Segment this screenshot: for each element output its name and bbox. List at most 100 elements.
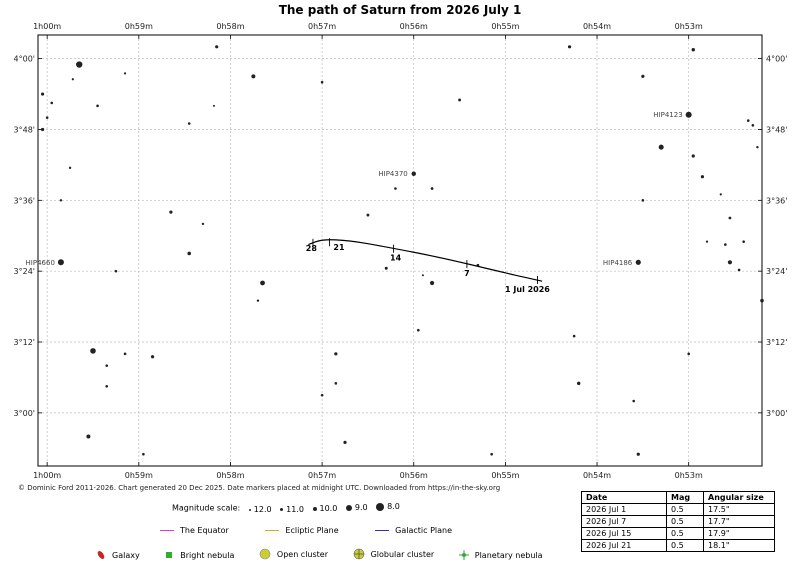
star [384, 266, 388, 270]
x-tick-label-top: 0h56m [400, 22, 428, 31]
table-row: 2026 Jul 15 0.5 17.9" [581, 527, 775, 540]
y-tick-label-left: 3°24' [14, 267, 35, 276]
line-legend: The Equator Ecliptic Plane Galactic Plan… [160, 524, 486, 535]
star [90, 348, 96, 354]
named-star [635, 259, 641, 265]
y-tick-label-right: 3°36' [766, 196, 787, 205]
star [76, 61, 83, 68]
star [727, 260, 733, 265]
table-header-date: Date [581, 491, 667, 504]
table-row: 2026 Jul 7 0.5 17.7" [581, 515, 775, 528]
sky-chart: The path of Saturn from 2026 July 1 1h00… [14, 3, 788, 480]
x-tick-label-bottom: 0h55m [491, 471, 519, 480]
star [251, 74, 256, 79]
x-tick-label-bottom: 0h58m [216, 471, 244, 480]
star [187, 251, 192, 256]
chart-title: The path of Saturn from 2026 July 1 [279, 3, 522, 17]
table-cell: 2026 Jul 7 [581, 515, 667, 528]
mag-item-2: 10.0 [312, 504, 337, 513]
star [577, 381, 581, 386]
table-cell: 0.5 [666, 503, 704, 516]
star [212, 104, 215, 107]
star [260, 280, 265, 286]
star [50, 101, 54, 105]
saturn-path: 28 21 14 7 1 Jul 2026 [306, 238, 550, 294]
x-tick-label-bottom: 1h00m [33, 471, 61, 480]
y-tick-label-right: 3°24' [766, 267, 787, 276]
table-row: 2026 Jul 21 0.5 18.1" [581, 539, 775, 552]
date-marker-label: 21 [333, 243, 345, 252]
star [756, 145, 759, 149]
table-cell: 17.5" [703, 503, 775, 516]
star [641, 199, 645, 202]
star [123, 72, 127, 75]
magnitude-scale: Magnitude scale: 12.0 11.0 10.0 9.0 8.0 [172, 502, 400, 514]
star [691, 48, 695, 52]
star [366, 213, 370, 217]
planetary-nebula-icon [458, 550, 469, 560]
table-cell: 17.9" [703, 527, 775, 540]
x-tick-label-top: 0h58m [216, 22, 244, 31]
star-field: HIP4660 HIP4370 HIP4186 HIP4123 [26, 45, 764, 456]
y-tick-label-right: 3°12' [766, 338, 787, 347]
date-marker-label: 28 [306, 244, 318, 253]
x-tick-label-top: 0h59m [125, 22, 153, 31]
legend-planetary-nebula: Planetary nebula [458, 550, 543, 560]
table-cell: 2026 Jul 21 [581, 539, 667, 552]
legend-ecliptic: Ecliptic Plane [265, 526, 339, 535]
legend-bright-nebula: Bright nebula [164, 550, 234, 560]
mag-item-1: 11.0 [280, 505, 304, 514]
star [105, 364, 109, 367]
star [215, 45, 219, 49]
y-tick-label-right: 3°48' [766, 125, 787, 134]
star-label: HIP4660 [26, 259, 55, 267]
star [142, 452, 145, 456]
table-cell: 2026 Jul 1 [581, 503, 667, 516]
x-tick-label-top: 1h00m [33, 22, 61, 31]
table-row: 2026 Jul 1 0.5 17.5" [581, 503, 775, 516]
y-tick-label-right: 4°00' [766, 55, 787, 64]
legend-open-cluster: Open cluster [259, 548, 328, 560]
x-tick-label-bottom: 0h57m [308, 471, 336, 480]
star [123, 352, 127, 356]
y-tick-label-left: 4°00' [14, 55, 35, 64]
mag-item-0: 12.0 [248, 505, 272, 514]
star [45, 116, 49, 119]
star-label: HIP4370 [378, 170, 407, 178]
star [458, 98, 461, 102]
plot-frame [37, 34, 763, 467]
star [334, 382, 338, 385]
x-tick-label-bottom: 0h56m [400, 471, 428, 480]
date-marker-label: 7 [464, 269, 470, 278]
star [417, 328, 420, 332]
axis-ticks: 1h00m 1h00m 0h59m 0h59m 0h58m 0h58m 0h57m 0h57m… [14, 22, 788, 480]
star [490, 452, 493, 456]
y-tick-label-left: 3°12' [14, 338, 35, 347]
date-marker-label: 1 Jul 2026 [505, 285, 550, 294]
table-header-angular-size: Angular size [703, 491, 775, 504]
star [751, 124, 755, 127]
table-cell: 18.1" [703, 539, 775, 552]
table-header-row: Date Mag Angular size [581, 491, 775, 504]
star [421, 274, 424, 277]
star [187, 122, 191, 125]
star [105, 384, 109, 388]
bright-nebula-icon [166, 552, 173, 558]
star [334, 352, 338, 356]
named-star [685, 111, 692, 118]
dates-table: Date Mag Angular size 2026 Jul 1 0.5 17.… [581, 491, 775, 552]
x-tick-label-bottom: 0h53m [675, 471, 703, 480]
legend-globular-cluster: Globular cluster [353, 548, 434, 560]
x-tick-label-bottom: 0h54m [583, 471, 611, 480]
star [636, 452, 640, 456]
magnitude-scale-label: Magnitude scale: [172, 503, 241, 513]
star [737, 268, 741, 272]
legend-galaxy: Galaxy [96, 550, 140, 560]
star [632, 399, 635, 403]
star [59, 199, 63, 202]
star [705, 240, 709, 243]
y-tick-label-left: 3°48' [14, 125, 35, 134]
star [429, 280, 435, 286]
star [256, 299, 260, 302]
table-cell: 2026 Jul 15 [581, 527, 667, 540]
